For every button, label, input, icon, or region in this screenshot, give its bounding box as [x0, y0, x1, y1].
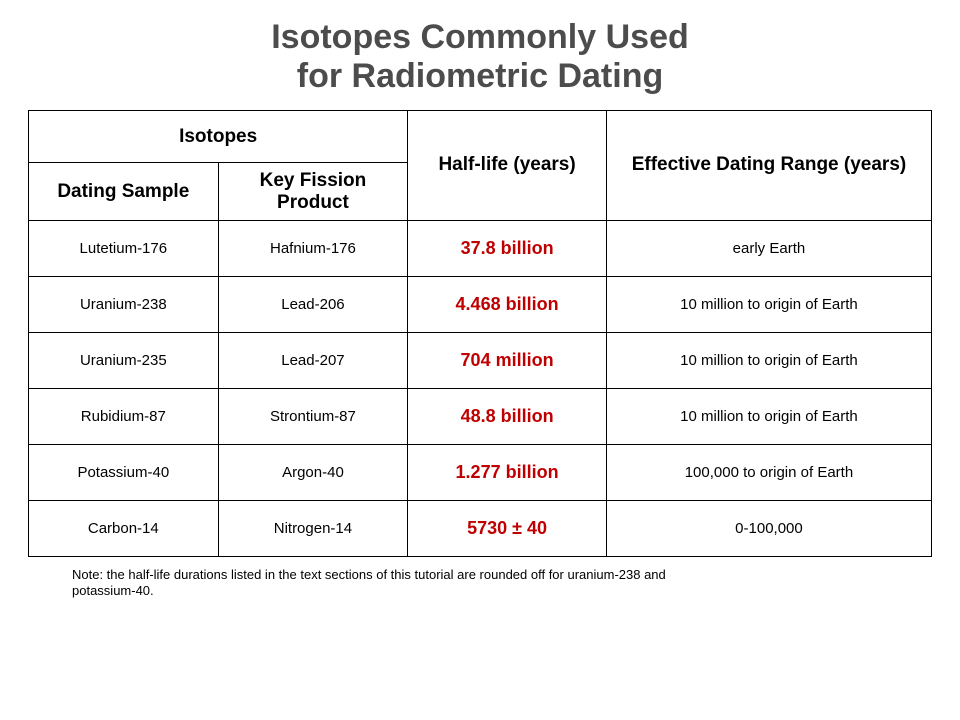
- header-isotopes: Isotopes: [29, 111, 408, 163]
- table-row: Uranium-235Lead-207704 million10 million…: [29, 333, 932, 389]
- cell-key-fission: Lead-207: [218, 333, 408, 389]
- header-dating-sample: Dating Sample: [29, 163, 219, 221]
- cell-key-fission: Argon-40: [218, 445, 408, 501]
- header-half-life: Half-life (years): [408, 111, 607, 221]
- cell-range: early Earth: [606, 221, 931, 277]
- cell-key-fission: Hafnium-176: [218, 221, 408, 277]
- cell-half-life: 704 million: [408, 333, 607, 389]
- cell-half-life: 37.8 billion: [408, 221, 607, 277]
- cell-half-life: 1.277 billion: [408, 445, 607, 501]
- title-line-2: for Radiometric Dating: [297, 57, 663, 95]
- cell-half-life: 48.8 billion: [408, 389, 607, 445]
- cell-range: 10 million to origin of Earth: [606, 277, 931, 333]
- cell-range: 0-100,000: [606, 501, 931, 557]
- cell-range: 100,000 to origin of Earth: [606, 445, 931, 501]
- title-line-1: Isotopes Commonly Used: [271, 18, 689, 56]
- cell-key-fission: Lead-206: [218, 277, 408, 333]
- table-row: Rubidium-87Strontium-8748.8 billion10 mi…: [29, 389, 932, 445]
- table-body: Lutetium-176Hafnium-17637.8 billionearly…: [29, 221, 932, 557]
- table-head: Isotopes Half-life (years) Effective Dat…: [29, 111, 932, 221]
- cell-key-fission: Nitrogen-14: [218, 501, 408, 557]
- isotopes-table: Isotopes Half-life (years) Effective Dat…: [28, 110, 932, 557]
- table-row: Lutetium-176Hafnium-17637.8 billionearly…: [29, 221, 932, 277]
- footnote: Note: the half-life durations listed in …: [72, 567, 712, 600]
- cell-dating-sample: Uranium-235: [29, 333, 219, 389]
- header-range: Effective Dating Range (years): [606, 111, 931, 221]
- table-row: Potassium-40Argon-401.277 billion100,000…: [29, 445, 932, 501]
- table-row: Uranium-238Lead-2064.468 billion10 milli…: [29, 277, 932, 333]
- cell-range: 10 million to origin of Earth: [606, 389, 931, 445]
- cell-dating-sample: Rubidium-87: [29, 389, 219, 445]
- cell-dating-sample: Lutetium-176: [29, 221, 219, 277]
- cell-half-life: 4.468 billion: [408, 277, 607, 333]
- table-row: Carbon-14Nitrogen-145730 ± 400-100,000: [29, 501, 932, 557]
- cell-key-fission: Strontium-87: [218, 389, 408, 445]
- cell-range: 10 million to origin of Earth: [606, 333, 931, 389]
- page: Isotopes Commonly Used for Radiometric D…: [0, 0, 960, 600]
- header-key-fission: Key Fission Product: [218, 163, 408, 221]
- cell-half-life: 5730 ± 40: [408, 501, 607, 557]
- cell-dating-sample: Potassium-40: [29, 445, 219, 501]
- cell-dating-sample: Carbon-14: [29, 501, 219, 557]
- page-title: Isotopes Commonly Used for Radiometric D…: [28, 18, 932, 96]
- cell-dating-sample: Uranium-238: [29, 277, 219, 333]
